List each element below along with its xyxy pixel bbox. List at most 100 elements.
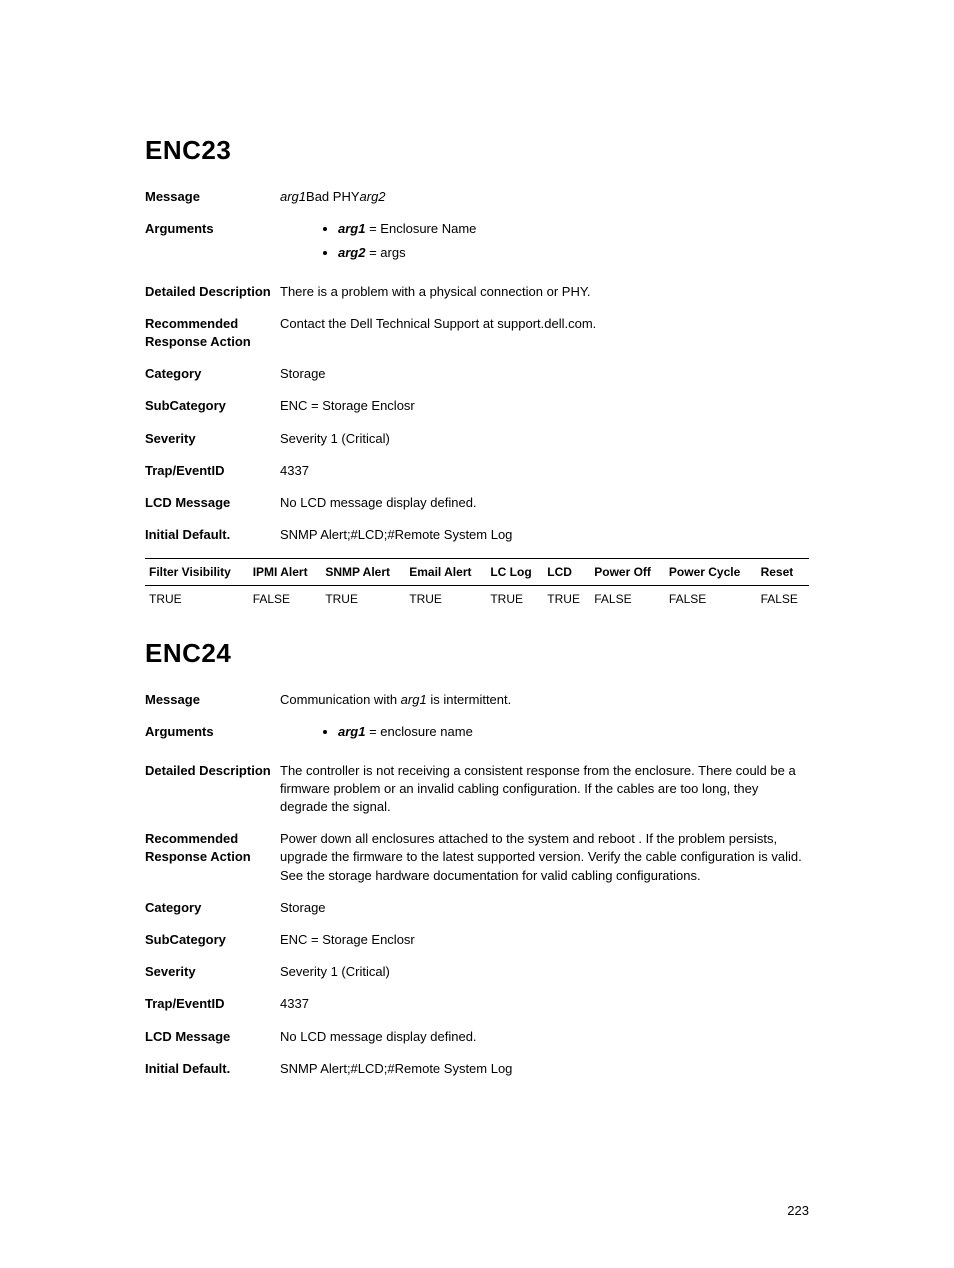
field-initial-default: Initial Default. SNMP Alert;#LCD;#Remote…	[145, 1060, 809, 1078]
arg-name: arg2	[338, 245, 365, 260]
section-title-enc23: ENC23	[145, 135, 809, 166]
th-ipmi-alert: IPMI Alert	[249, 559, 322, 586]
th-filter-visibility: Filter Visibility	[145, 559, 249, 586]
value-message: Communication with arg1 is intermittent.	[280, 691, 809, 709]
label-recommended-action: Recommended Response Action	[145, 830, 280, 885]
value-recommended-action: Power down all enclosures attached to th…	[280, 830, 809, 885]
field-message: Message Communication with arg1 is inter…	[145, 691, 809, 709]
th-power-off: Power Off	[590, 559, 665, 586]
value-category: Storage	[280, 365, 809, 383]
arg-item: arg1 = Enclosure Name	[338, 220, 809, 238]
field-trap-event-id: Trap/EventID 4337	[145, 995, 809, 1013]
field-detailed-description: Detailed Description There is a problem …	[145, 283, 809, 301]
field-severity: Severity Severity 1 (Critical)	[145, 963, 809, 981]
label-lcd-message: LCD Message	[145, 1028, 280, 1046]
td-lcd: TRUE	[543, 586, 590, 613]
label-category: Category	[145, 899, 280, 917]
msg-suffix: is intermittent.	[430, 692, 511, 707]
arg-item: arg2 = args	[338, 244, 809, 262]
th-snmp-alert: SNMP Alert	[321, 559, 405, 586]
label-subcategory: SubCategory	[145, 397, 280, 415]
field-category: Category Storage	[145, 365, 809, 383]
value-trap-event-id: 4337	[280, 995, 809, 1013]
arg-desc: enclosure name	[380, 724, 473, 739]
td-lc-log: TRUE	[486, 586, 543, 613]
label-recommended-action: Recommended Response Action	[145, 315, 280, 351]
arg-desc: Enclosure Name	[380, 221, 476, 236]
field-arguments: Arguments arg1 = enclosure name	[145, 723, 809, 747]
label-detailed-description: Detailed Description	[145, 283, 280, 301]
value-recommended-action: Contact the Dell Technical Support at su…	[280, 315, 809, 351]
value-severity: Severity 1 (Critical)	[280, 430, 809, 448]
value-initial-default: SNMP Alert;#LCD;#Remote System Log	[280, 1060, 809, 1078]
filter-table: Filter Visibility IPMI Alert SNMP Alert …	[145, 558, 809, 612]
label-initial-default: Initial Default.	[145, 526, 280, 544]
th-reset: Reset	[757, 559, 809, 586]
arg-desc: args	[380, 245, 405, 260]
th-lc-log: LC Log	[486, 559, 543, 586]
td-power-off: FALSE	[590, 586, 665, 613]
field-lcd-message: LCD Message No LCD message display defin…	[145, 494, 809, 512]
label-detailed-description: Detailed Description	[145, 762, 280, 817]
field-trap-event-id: Trap/EventID 4337	[145, 462, 809, 480]
field-recommended-action: Recommended Response Action Power down a…	[145, 830, 809, 885]
arg-name: arg1	[338, 221, 365, 236]
value-detailed-description: There is a problem with a physical conne…	[280, 283, 809, 301]
msg-arg1: arg1	[280, 189, 306, 204]
td-email-alert: TRUE	[405, 586, 486, 613]
value-message: arg1Bad PHYarg2	[280, 188, 809, 206]
msg-arg: arg1	[401, 692, 427, 707]
field-subcategory: SubCategory ENC = Storage Enclosr	[145, 397, 809, 415]
label-category: Category	[145, 365, 280, 383]
value-severity: Severity 1 (Critical)	[280, 963, 809, 981]
page-number: 223	[787, 1203, 809, 1218]
field-category: Category Storage	[145, 899, 809, 917]
label-message: Message	[145, 691, 280, 709]
td-power-cycle: FALSE	[665, 586, 757, 613]
arg-item: arg1 = enclosure name	[338, 723, 809, 741]
label-subcategory: SubCategory	[145, 931, 280, 949]
arg-name: arg1	[338, 724, 365, 739]
value-trap-event-id: 4337	[280, 462, 809, 480]
td-reset: FALSE	[757, 586, 809, 613]
value-lcd-message: No LCD message display defined.	[280, 494, 809, 512]
arguments-list: arg1 = enclosure name	[280, 723, 809, 741]
msg-arg2: arg2	[360, 189, 386, 204]
msg-text: Bad PHY	[306, 189, 359, 204]
th-email-alert: Email Alert	[405, 559, 486, 586]
td-ipmi-alert: FALSE	[249, 586, 322, 613]
msg-prefix: Communication with	[280, 692, 397, 707]
value-subcategory: ENC = Storage Enclosr	[280, 397, 809, 415]
value-category: Storage	[280, 899, 809, 917]
th-lcd: LCD	[543, 559, 590, 586]
td-snmp-alert: TRUE	[321, 586, 405, 613]
label-trap-event-id: Trap/EventID	[145, 995, 280, 1013]
field-recommended-action: Recommended Response Action Contact the …	[145, 315, 809, 351]
field-detailed-description: Detailed Description The controller is n…	[145, 762, 809, 817]
th-power-cycle: Power Cycle	[665, 559, 757, 586]
label-message: Message	[145, 188, 280, 206]
value-detailed-description: The controller is not receiving a consis…	[280, 762, 809, 817]
label-severity: Severity	[145, 963, 280, 981]
value-lcd-message: No LCD message display defined.	[280, 1028, 809, 1046]
field-initial-default: Initial Default. SNMP Alert;#LCD;#Remote…	[145, 526, 809, 544]
field-arguments: Arguments arg1 = Enclosure Name arg2 = a…	[145, 220, 809, 268]
field-message: Message arg1Bad PHYarg2	[145, 188, 809, 206]
field-lcd-message: LCD Message No LCD message display defin…	[145, 1028, 809, 1046]
label-arguments: Arguments	[145, 723, 280, 747]
section-title-enc24: ENC24	[145, 638, 809, 669]
label-lcd-message: LCD Message	[145, 494, 280, 512]
filter-header-row: Filter Visibility IPMI Alert SNMP Alert …	[145, 559, 809, 586]
field-subcategory: SubCategory ENC = Storage Enclosr	[145, 931, 809, 949]
label-trap-event-id: Trap/EventID	[145, 462, 280, 480]
value-arguments: arg1 = enclosure name	[280, 723, 809, 747]
value-initial-default: SNMP Alert;#LCD;#Remote System Log	[280, 526, 809, 544]
value-arguments: arg1 = Enclosure Name arg2 = args	[280, 220, 809, 268]
field-severity: Severity Severity 1 (Critical)	[145, 430, 809, 448]
filter-value-row: TRUE FALSE TRUE TRUE TRUE TRUE FALSE FAL…	[145, 586, 809, 613]
value-subcategory: ENC = Storage Enclosr	[280, 931, 809, 949]
label-severity: Severity	[145, 430, 280, 448]
document-page: ENC23 Message arg1Bad PHYarg2 Arguments …	[0, 0, 954, 1268]
label-arguments: Arguments	[145, 220, 280, 268]
label-initial-default: Initial Default.	[145, 1060, 280, 1078]
